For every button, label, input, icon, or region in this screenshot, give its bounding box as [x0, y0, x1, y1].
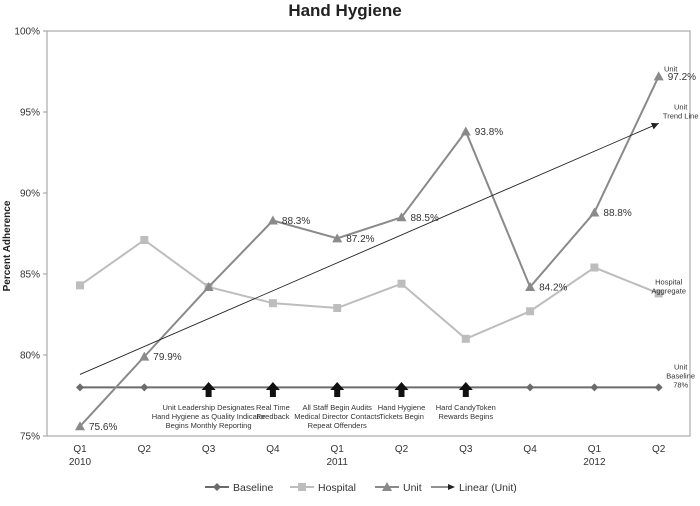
x-tick-label: Q2 — [652, 444, 666, 455]
y-tick-label: 85% — [20, 270, 40, 281]
side-label: Hospital — [655, 277, 682, 286]
plot-frame — [46, 30, 691, 437]
data-point-hospital — [461, 334, 470, 343]
series-line-unit — [79, 75, 660, 427]
annotation-text: Repeat Offenders — [308, 421, 367, 430]
side-label: Aggregate — [651, 286, 686, 295]
annotation-text: Rewards Begins — [438, 412, 493, 421]
legend-swatch-arrowhead — [448, 484, 455, 490]
annotation-text: Tickets Begin — [379, 412, 424, 421]
legend: Baseline Hospital Unit Linear (Unit) — [205, 482, 517, 494]
x-tick-label: Q3 — [459, 444, 473, 455]
chart-title: Hand Hygiene — [288, 1, 401, 20]
legend-item: Baseline — [205, 482, 273, 494]
data-point-unit — [653, 71, 664, 81]
data-point-baseline — [654, 383, 663, 392]
y-tick-label: 100% — [14, 27, 40, 38]
annotation-text: Begins Monthly Reporting — [166, 421, 252, 430]
annotation-text: Hand Hygiene — [378, 403, 426, 412]
data-point-hospital — [76, 281, 84, 290]
annotation-text: Real Time — [256, 403, 290, 412]
x-year-label: 2011 — [326, 457, 348, 468]
side-label: Unit — [674, 362, 688, 371]
trend-line — [79, 122, 659, 375]
plot-area: 75% 80% 85% 90% 95% 100% Q1 Q2 Q3 Q4 Q1 Q2 Q3 Q4 Q1 Q2 2… — [14, 27, 698, 469]
annotation-arrow — [201, 382, 216, 397]
trend-line-arrowhead — [650, 122, 659, 130]
y-axis-label: Percent Adherence — [2, 200, 13, 291]
annotation-text: Hard CandyToken — [436, 403, 496, 412]
data-point-unit — [460, 126, 471, 136]
data-label-unit: 88.5% — [411, 213, 439, 224]
data-point-unit — [75, 421, 85, 431]
x-year-label: 2010 — [69, 457, 92, 468]
data-point-unit — [267, 215, 278, 225]
data-point-unit — [396, 212, 407, 222]
x-tick-label: Q2 — [138, 444, 152, 455]
data-point-hospital — [140, 235, 149, 244]
data-point-unit — [203, 281, 214, 291]
series-line-hospital — [79, 238, 660, 340]
x-tick-label: Q4 — [523, 444, 537, 455]
data-label-unit: 75.6% — [89, 422, 117, 433]
x-tick-label: Q1 — [588, 444, 602, 455]
side-label: Baseline — [666, 371, 695, 380]
annotation-text: Unit Leadership Designates — [163, 403, 255, 412]
legend-marker — [298, 483, 306, 491]
legend-item: Hospital — [290, 482, 356, 494]
x-tick-label: Q4 — [266, 444, 280, 455]
data-point-hospital — [268, 299, 277, 308]
legend-label: Unit — [403, 482, 422, 494]
data-point-unit — [525, 281, 536, 291]
side-label: Trend Line — [663, 111, 699, 120]
data-label-unit: 97.2% — [668, 72, 696, 83]
legend-label: Linear (Unit) — [459, 482, 517, 494]
data-label-unit: 88.3% — [282, 216, 310, 227]
data-label-unit: 93.8% — [475, 127, 503, 138]
data-point-unit — [332, 233, 343, 243]
legend-item: Unit — [375, 482, 422, 494]
annotation-text: All Staff Begin Audits — [302, 403, 372, 412]
x-year-label: 2012 — [583, 457, 606, 468]
x-tick-label: Q2 — [395, 444, 409, 455]
data-label-unit: 84.2% — [539, 282, 567, 293]
annotation-text: Hand Hygiene as Quality Indicator — [152, 412, 266, 421]
x-tick-label: Q1 — [331, 444, 345, 455]
data-point-unit — [589, 207, 600, 217]
data-label-unit: 88.8% — [603, 208, 631, 219]
data-point-unit — [139, 351, 150, 361]
data-point-hospital — [590, 263, 599, 272]
data-point-hospital — [654, 289, 663, 298]
y-tick-label: 95% — [20, 108, 40, 119]
data-point-hospital — [333, 304, 342, 313]
annotation-arrow — [330, 382, 345, 397]
data-label-unit: 87.2% — [346, 234, 374, 245]
data-point-baseline — [590, 383, 599, 392]
annotation-arrow — [458, 382, 473, 397]
y-tick-label: 80% — [20, 351, 40, 362]
data-point-hospital — [526, 307, 535, 316]
legend-marker — [382, 482, 392, 491]
annotation-arrow — [394, 382, 409, 397]
side-label: Unit — [664, 64, 678, 73]
y-tick-label: 90% — [20, 189, 40, 200]
y-tick-label: 75% — [20, 432, 40, 443]
data-point-baseline — [526, 383, 535, 392]
side-label: Unit — [674, 102, 688, 111]
data-point-baseline — [76, 383, 84, 392]
legend-label: Baseline — [233, 482, 273, 494]
legend-label: Hospital — [318, 482, 356, 494]
legend-marker — [213, 483, 221, 491]
data-point-baseline — [140, 383, 149, 392]
data-point-hospital — [397, 279, 406, 288]
legend-item: Linear (Unit) — [431, 482, 517, 494]
side-label: 78% — [673, 380, 688, 389]
annotation-text: Feedback — [256, 412, 289, 421]
x-tick-label: Q3 — [202, 444, 216, 455]
annotation-arrow — [265, 382, 280, 397]
x-tick-label: Q1 — [73, 444, 87, 455]
annotation-text: Medical Director Contacts — [294, 412, 380, 421]
data-label-unit: 79.9% — [153, 352, 181, 363]
